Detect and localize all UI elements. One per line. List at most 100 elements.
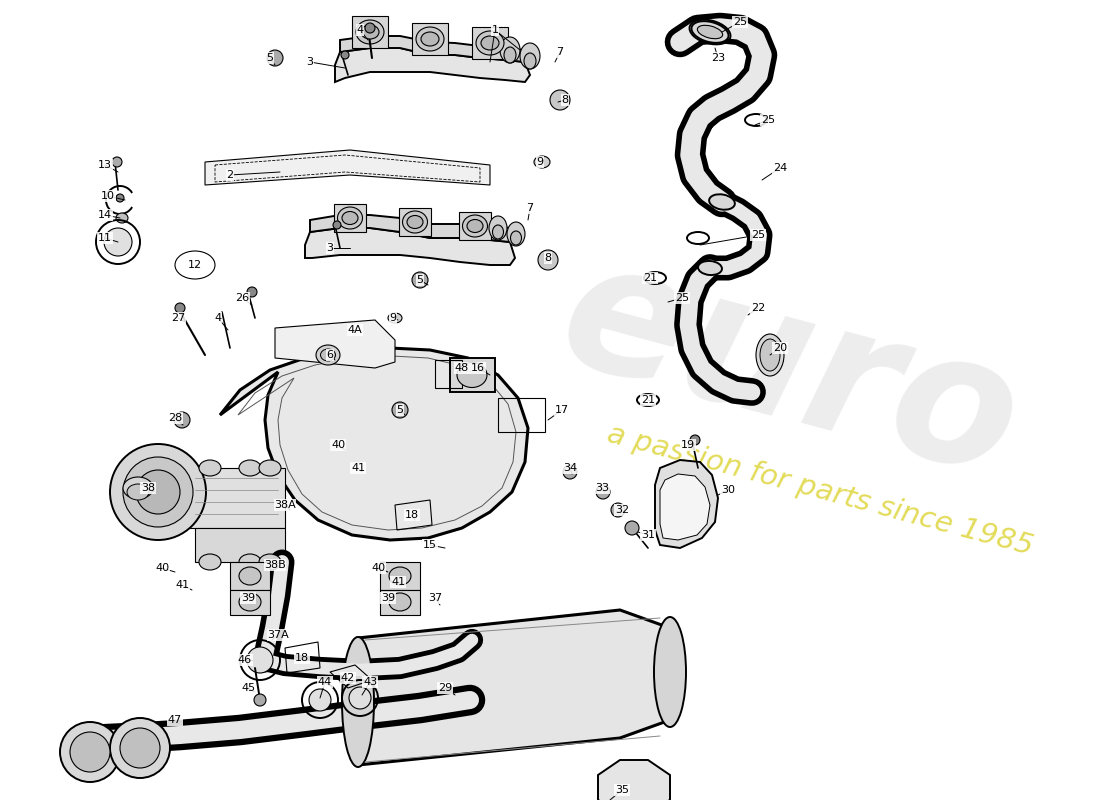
Ellipse shape	[361, 25, 379, 39]
Polygon shape	[379, 562, 420, 590]
Text: 21: 21	[642, 273, 657, 283]
Polygon shape	[205, 150, 490, 185]
Text: 5: 5	[417, 275, 424, 285]
Ellipse shape	[356, 20, 384, 44]
Ellipse shape	[239, 460, 261, 476]
Text: a passion for parts since 1985: a passion for parts since 1985	[604, 419, 1036, 561]
Circle shape	[596, 485, 611, 499]
Circle shape	[254, 694, 266, 706]
Text: 18: 18	[405, 510, 419, 520]
Circle shape	[175, 303, 185, 313]
Text: 48: 48	[455, 363, 469, 373]
Ellipse shape	[416, 27, 444, 51]
Text: 44: 44	[318, 677, 332, 687]
Text: 3: 3	[307, 57, 314, 67]
Circle shape	[412, 272, 428, 288]
Ellipse shape	[258, 460, 280, 476]
Ellipse shape	[116, 213, 128, 223]
Polygon shape	[340, 36, 525, 62]
Polygon shape	[379, 590, 420, 615]
Ellipse shape	[126, 484, 148, 500]
Text: 39: 39	[381, 593, 395, 603]
Text: 40: 40	[371, 563, 385, 573]
Text: 28: 28	[168, 413, 183, 423]
Polygon shape	[399, 208, 431, 236]
Text: 29: 29	[438, 683, 452, 693]
Ellipse shape	[692, 21, 728, 43]
Text: 25: 25	[761, 115, 776, 125]
Ellipse shape	[421, 32, 439, 46]
Text: 39: 39	[241, 593, 255, 603]
Text: 11: 11	[98, 233, 112, 243]
Ellipse shape	[316, 345, 340, 365]
Text: 41: 41	[390, 577, 405, 587]
Text: 40: 40	[155, 563, 169, 573]
Text: 31: 31	[641, 530, 654, 540]
Polygon shape	[358, 610, 670, 765]
Text: 12: 12	[188, 260, 202, 270]
Ellipse shape	[504, 47, 516, 63]
Circle shape	[110, 444, 206, 540]
Ellipse shape	[756, 334, 784, 376]
Text: 3: 3	[327, 243, 333, 253]
Text: 38: 38	[141, 483, 155, 493]
Ellipse shape	[338, 207, 363, 229]
Ellipse shape	[239, 567, 261, 585]
Ellipse shape	[493, 225, 504, 239]
Text: 21: 21	[641, 395, 656, 405]
Text: 4A: 4A	[348, 325, 362, 335]
Ellipse shape	[116, 194, 124, 202]
Text: 13: 13	[98, 160, 112, 170]
Ellipse shape	[389, 567, 411, 585]
Circle shape	[365, 23, 375, 33]
Ellipse shape	[468, 219, 483, 233]
Polygon shape	[220, 348, 528, 540]
Ellipse shape	[760, 339, 780, 371]
Ellipse shape	[481, 36, 499, 50]
Ellipse shape	[654, 617, 686, 727]
Text: 30: 30	[720, 485, 735, 495]
Text: 33: 33	[595, 483, 609, 493]
Text: 14: 14	[98, 210, 112, 220]
Circle shape	[563, 465, 578, 479]
Text: 4: 4	[356, 25, 364, 35]
Polygon shape	[459, 212, 491, 240]
Polygon shape	[275, 320, 395, 368]
Ellipse shape	[199, 554, 221, 570]
Text: 47: 47	[168, 715, 183, 725]
Text: 2: 2	[227, 170, 233, 180]
Text: 26: 26	[235, 293, 249, 303]
Polygon shape	[660, 474, 710, 540]
Text: 42: 42	[341, 673, 355, 683]
Circle shape	[267, 50, 283, 66]
Ellipse shape	[123, 477, 153, 499]
Text: 4: 4	[214, 313, 221, 323]
Ellipse shape	[462, 215, 487, 237]
Text: euro: euro	[543, 225, 1037, 515]
Circle shape	[550, 90, 570, 110]
Text: 15: 15	[424, 540, 437, 550]
Circle shape	[248, 647, 273, 673]
Ellipse shape	[507, 222, 525, 246]
Polygon shape	[336, 48, 530, 82]
Polygon shape	[195, 528, 285, 562]
Ellipse shape	[389, 593, 411, 611]
Text: 19: 19	[681, 440, 695, 450]
Ellipse shape	[456, 362, 487, 387]
Text: 8: 8	[544, 253, 551, 263]
Text: 27: 27	[170, 313, 185, 323]
Text: 41: 41	[175, 580, 189, 590]
Circle shape	[349, 687, 371, 709]
Text: 45: 45	[241, 683, 255, 693]
Circle shape	[174, 412, 190, 428]
Text: 17: 17	[554, 405, 569, 415]
Text: 18: 18	[295, 653, 309, 663]
Ellipse shape	[403, 211, 428, 233]
Ellipse shape	[239, 593, 261, 611]
Text: 23: 23	[711, 53, 725, 63]
Polygon shape	[598, 760, 670, 800]
Circle shape	[123, 457, 192, 527]
Text: 22: 22	[751, 303, 766, 313]
Text: 5: 5	[266, 53, 274, 63]
Text: 25: 25	[751, 230, 766, 240]
